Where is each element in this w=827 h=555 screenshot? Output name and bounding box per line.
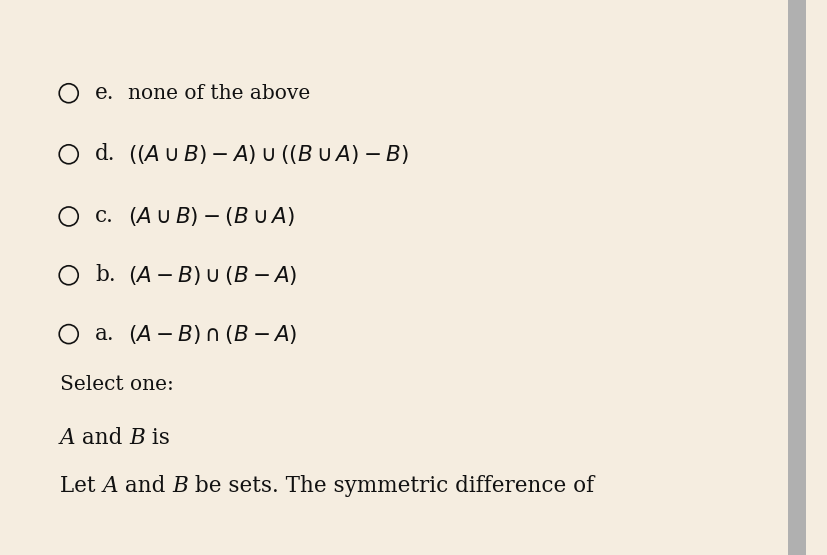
- Text: e.: e.: [95, 82, 115, 104]
- Bar: [787, 0, 805, 555]
- Text: is: is: [146, 427, 170, 450]
- Text: B: B: [130, 427, 146, 450]
- Text: and: and: [75, 427, 130, 450]
- Text: B: B: [172, 475, 188, 497]
- Text: none of the above: none of the above: [128, 84, 310, 103]
- Text: be sets. The symmetric difference of: be sets. The symmetric difference of: [188, 475, 593, 497]
- Text: d.: d.: [95, 143, 116, 165]
- Text: a.: a.: [95, 323, 115, 345]
- Text: $(A - B)\cap(B - A)$: $(A - B)\cap(B - A)$: [128, 322, 298, 346]
- Text: Let: Let: [60, 475, 103, 497]
- Text: $(A - B)\cup(B - A)$: $(A - B)\cup(B - A)$: [128, 264, 298, 287]
- Text: A: A: [60, 427, 75, 450]
- Text: $((A\cup B) - A)\cup((B\cup A) - B)$: $((A\cup B) - A)\cup((B\cup A) - B)$: [128, 143, 409, 166]
- Text: and: and: [117, 475, 172, 497]
- Text: Select one:: Select one:: [60, 375, 174, 393]
- Text: c.: c.: [95, 205, 114, 228]
- Text: A: A: [103, 475, 117, 497]
- Text: $(A\cup B) - (B\cup A)$: $(A\cup B) - (B\cup A)$: [128, 205, 295, 228]
- Text: b.: b.: [95, 264, 116, 286]
